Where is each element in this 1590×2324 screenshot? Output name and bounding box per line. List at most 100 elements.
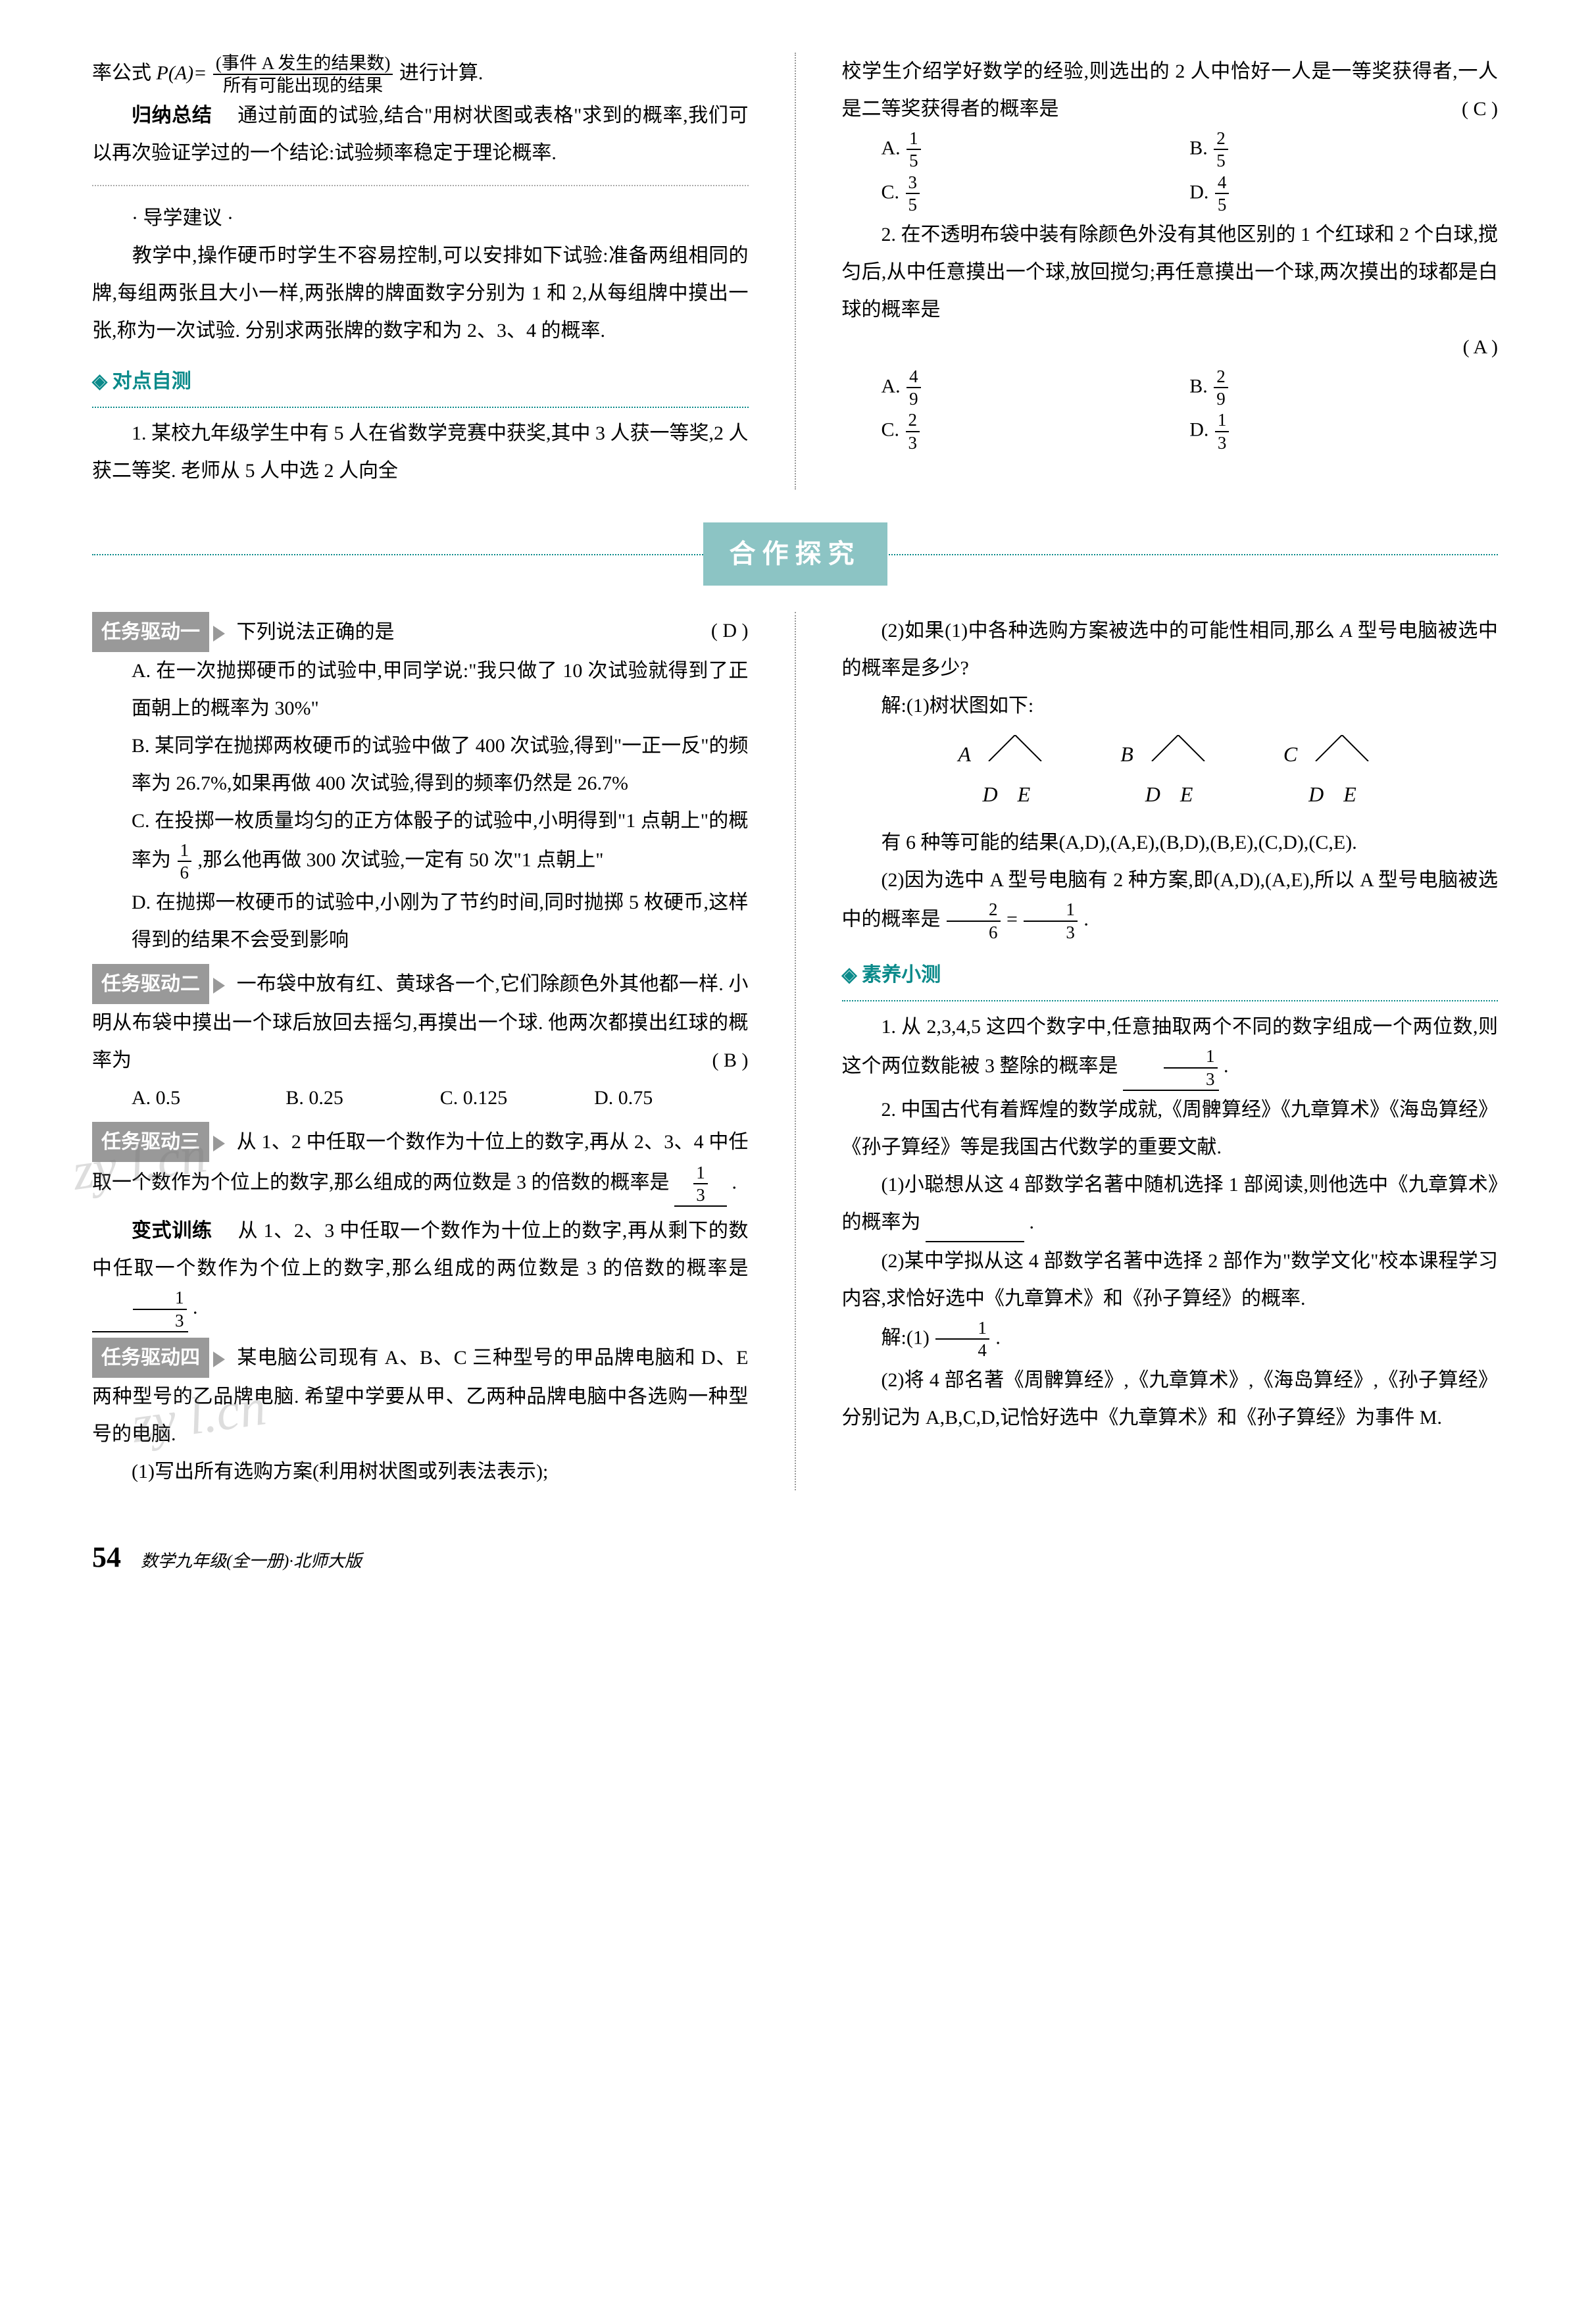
q2-c-num: 2 [906, 409, 920, 432]
q1-d-den: 5 [1215, 194, 1230, 215]
task1-text: 下列说法正确的是 [237, 621, 395, 643]
q1-answer: ( C ) [1462, 90, 1498, 128]
q1-option-d: D. 45 [1189, 172, 1498, 216]
task1-option-c: C. 在投掷一枚质量均匀的正方体骰子的试验中,小明得到"1 点朝上"的概率为 1… [92, 802, 749, 884]
top-section: 率公式 P(A)= (事件 A 发生的结果数) 所有可能出现的结果 进行计算. … [92, 53, 1498, 490]
task4-tag: 任务驱动四 [92, 1338, 209, 1378]
page-footer: 54 数学九年级(全一册)·北师大版 [92, 1530, 1498, 1585]
task4-sub2: (2)如果(1)中各种选购方案被选中的可能性相同,那么 A 型号电脑被选中的概率… [842, 612, 1499, 687]
q1-options: A. 15 B. 25 C. 35 D. 45 [842, 128, 1499, 216]
variant-line: 变式训练 从 1、2、3 中任取一个数作为十位上的数字,再从剩下的数中任取一个数… [92, 1212, 749, 1332]
task3-tail: . [732, 1171, 737, 1193]
task2-option-a: A. 0.5 [132, 1079, 286, 1117]
sy-q1-tail: . [1224, 1055, 1229, 1076]
arrow-icon [213, 1351, 225, 1367]
sy-q1-den: 3 [1164, 1069, 1218, 1090]
suyang-header: 素养小测 [842, 956, 1499, 994]
variant-blank-den: 3 [133, 1310, 187, 1331]
q2-answer: ( A ) [1463, 336, 1498, 358]
sol-text2-part1: (2)因为选中 A 型号电脑有 2 种方案,即(A,D),(A,E),所以 A … [842, 869, 1499, 930]
solution-label: 解:(1)树状图如下: [842, 687, 1499, 724]
task2-line: 任务驱动二 一布袋中放有红、黄球各一个,它们除颜色外其他都一样. 小明从布袋中摸… [92, 964, 749, 1079]
q2-a-den: 9 [907, 388, 921, 409]
top-left-column: 率公式 P(A)= (事件 A 发生的结果数) 所有可能出现的结果 进行计算. … [92, 53, 749, 490]
suyang-divider [842, 1000, 1499, 1001]
q1-cont-text: 校学生介绍学好数学的经验,则选出的 2 人中恰好一人是一等奖获得者,一人是二等奖… [842, 61, 1499, 120]
formula-numerator: (事件 A 发生的结果数) [213, 53, 393, 75]
task2-option-d: D. 0.75 [594, 1079, 748, 1117]
task1-c-den: 6 [178, 862, 192, 883]
tree-top-0: A [958, 742, 970, 766]
q2-b-num: 2 [1214, 366, 1228, 388]
task1-option-b: B. 某同学在抛掷两枚硬币的试验中做了 400 次试验,得到"一正一反"的频率为… [92, 727, 749, 802]
page-number: 54 [92, 1530, 121, 1585]
tree-top-row: A DE B DE C DE [842, 734, 1499, 815]
sy-q2-text: 2. 中国古代有着辉煌的数学成就,《周髀算经》《九章算术》《海岛算经》《孙子算经… [842, 1091, 1499, 1166]
task2-options: A. 0.5 B. 0.25 C. 0.125 D. 0.75 [92, 1079, 749, 1117]
task1-tag: 任务驱动一 [92, 612, 209, 652]
bottom-right-column: (2)如果(1)中各种选购方案被选中的可能性相同,那么 A 型号电脑被选中的概率… [842, 612, 1499, 1490]
sy-q2-sub2: (2)某中学拟从这 4 部数学名著中选择 2 部作为"数学文化"校本课程学习内容… [842, 1242, 1499, 1317]
q2-option-b: B. 29 [1189, 366, 1498, 410]
task2-tag: 任务驱动二 [92, 964, 209, 1004]
task1-c-part2: ,那么他再做 300 次试验,一定有 50 次"1 点朝上" [198, 849, 604, 871]
tree-node-b: B DE [1120, 734, 1218, 815]
tree-top-1: B [1120, 742, 1133, 766]
q2-answer-line: ( A ) [842, 328, 1499, 366]
tree-leaf-0: D [982, 774, 997, 815]
q1-d-label: D. [1189, 181, 1214, 203]
guide-label: · 导学建议 · [92, 199, 749, 237]
q2-c-label: C. [882, 419, 905, 441]
tree-branch-icon [1303, 735, 1381, 761]
task1-line: 任务驱动一 下列说法正确的是 ( D ) [92, 612, 749, 652]
tree-node-c: C DE [1283, 734, 1381, 815]
sol-eq: = [1006, 909, 1018, 930]
q2-a-num: 4 [907, 366, 921, 388]
task3-blank: 13 [674, 1162, 727, 1207]
variant-tail: . [193, 1297, 198, 1319]
formula-fraction: (事件 A 发生的结果数) 所有可能出现的结果 [213, 53, 393, 97]
sy-sol-1-num: 1 [935, 1317, 989, 1340]
bottom-section: 任务驱动一 下列说法正确的是 ( D ) A. 在一次抛掷硬币的试验中,甲同学说… [92, 612, 1498, 1490]
q1-option-c: C. 35 [882, 172, 1190, 216]
variant-label: 变式训练 [132, 1220, 212, 1242]
q2-text-content: 2. 在不透明布袋中装有除颜色外没有其他区别的 1 个红球和 2 个白球,搅匀后… [842, 224, 1499, 320]
task2-answer: ( B ) [712, 1042, 749, 1079]
summary-paragraph: 归纳总结 通过前面的试验,结合"用树状图或表格"求到的概率,我们可以再次验证学过… [92, 97, 749, 172]
tree-top-2: C [1283, 742, 1297, 766]
q2-options: A. 49 B. 29 C. 23 D. 13 [842, 366, 1499, 454]
formula-intro: 率公式 [92, 62, 157, 84]
task4-sub2-a: A [1340, 620, 1352, 642]
q1-text: 1. 某校九年级学生中有 5 人在省数学竞赛中获奖,其中 3 人获一等奖,2 人… [92, 415, 749, 490]
q1-d-num: 4 [1215, 172, 1230, 194]
selftest-header: 对点自测 [92, 363, 749, 400]
sy-q2-sub1-tail: . [1030, 1211, 1035, 1233]
tree-leaf-2: D [1145, 774, 1160, 815]
sy-q2-sub1-blank [926, 1203, 1024, 1242]
q1-b-num: 2 [1214, 128, 1228, 150]
task1-answer: ( D ) [711, 612, 749, 649]
tree-leaf-4: D [1308, 774, 1324, 815]
q2-option-c: C. 23 [882, 409, 1190, 453]
footer-text: 数学九年级(全一册)·北师大版 [141, 1545, 362, 1577]
vertical-divider-top [795, 53, 796, 490]
sy-q1: 1. 从 2,3,4,5 这四个数字中,任意抽取两个不同的数字组成一个两位数,则… [842, 1008, 1499, 1091]
q1-c-label: C. [882, 181, 905, 203]
bottom-left-column: 任务驱动一 下列说法正确的是 ( D ) A. 在一次抛掷硬币的试验中,甲同学说… [92, 612, 749, 1490]
variant-blank: 13 [92, 1287, 188, 1332]
q1-a-num: 1 [907, 128, 921, 150]
task2-option-b: B. 0.25 [286, 1079, 439, 1117]
tree-branch-icon [976, 735, 1055, 761]
sy-q1-num: 1 [1164, 1046, 1218, 1068]
tree-leaf-1: E [1018, 774, 1031, 815]
tree-leaf-3: E [1180, 774, 1193, 815]
formula-line: 率公式 P(A)= (事件 A 发生的结果数) 所有可能出现的结果 进行计算. [92, 53, 749, 97]
section-banner: 合作探究 [92, 522, 1498, 586]
top-right-column: 校学生介绍学好数学的经验,则选出的 2 人中恰好一人是一等奖获得者,一人是二等奖… [842, 53, 1499, 490]
task2-option-c: C. 0.125 [440, 1079, 594, 1117]
solution-text2: (2)因为选中 A 型号电脑有 2 种方案,即(A,D),(A,E),所以 A … [842, 861, 1499, 943]
selftest-divider [92, 407, 749, 408]
sol-den1: 6 [947, 922, 1001, 943]
solution-text1: 有 6 种等可能的结果(A,D),(A,E),(B,D),(B,E),(C,D)… [842, 824, 1499, 861]
q1-c-den: 5 [906, 194, 920, 215]
